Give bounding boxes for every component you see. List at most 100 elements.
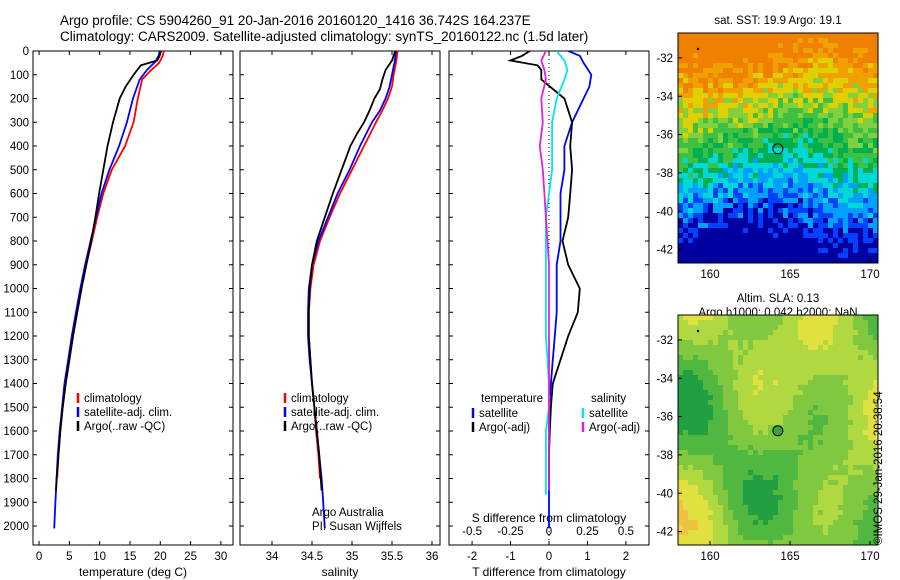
sst_map-cell <box>783 103 789 109</box>
sst_map-cell <box>753 183 759 189</box>
sst_map-cell <box>868 223 874 229</box>
sla_map-cell <box>873 360 879 366</box>
sst_map-cell <box>708 173 714 179</box>
sst_map-cell <box>793 58 799 64</box>
sla_map-cell <box>798 460 804 466</box>
sst_map-cell <box>713 183 719 189</box>
sla_map-cell <box>758 400 764 406</box>
sla_map-cell <box>758 390 764 396</box>
sla_map-cell <box>708 460 714 466</box>
sst_map-cell <box>873 53 879 59</box>
sla_map-cell <box>803 435 809 441</box>
sla_map-cell <box>868 495 874 501</box>
sst_map-cell <box>703 88 709 94</box>
sst_map-cell <box>728 108 734 114</box>
sst_map-cell <box>838 183 844 189</box>
sla_map-cell <box>868 490 874 496</box>
sst_map-cell <box>868 128 874 134</box>
sla_map-cell <box>708 515 714 521</box>
sla_map-cell <box>723 320 729 326</box>
sst_map-cell <box>688 138 694 144</box>
sst_map-cell <box>703 43 709 49</box>
sst_map-cell <box>708 143 714 149</box>
sst_map-cell <box>863 238 869 244</box>
sla_map-cell <box>678 435 684 441</box>
sst_map-cell <box>858 93 864 99</box>
sst_map-cell <box>793 93 799 99</box>
sst_map-cell <box>868 118 874 124</box>
sla_map-cell <box>693 415 699 421</box>
sst_map-cell <box>698 258 704 264</box>
sla_map-cell <box>693 485 699 491</box>
sla_map-cell <box>678 405 684 411</box>
sst_map-cell <box>678 98 684 104</box>
sst_map-cell <box>873 83 879 89</box>
sla_map-cell <box>688 370 694 376</box>
sst_map-cell <box>798 48 804 54</box>
sla_map-cell <box>823 400 829 406</box>
sst_map-cell <box>768 88 774 94</box>
sst_map-cell <box>703 193 709 199</box>
sla_map-cell <box>758 410 764 416</box>
sla_map-cell <box>728 355 734 361</box>
sst_map-cell <box>708 178 714 184</box>
sla_map-cell <box>828 320 834 326</box>
sst_map-cell <box>838 123 844 129</box>
sst_map-cell <box>693 258 699 264</box>
sla_map-cell <box>838 435 844 441</box>
sla_map-cell <box>728 500 734 506</box>
sst_map-cell <box>718 98 724 104</box>
sla_map-cell <box>848 540 854 546</box>
sst_map-cell <box>853 193 859 199</box>
sst_map-cell <box>863 203 869 209</box>
sst_map-cell <box>748 183 754 189</box>
sla_map-cell <box>803 505 809 511</box>
sla_map-cell <box>868 420 874 426</box>
sla_map-cell <box>738 485 744 491</box>
sst_map-cell <box>768 158 774 164</box>
sla_map-cell <box>803 400 809 406</box>
sla_map-cell <box>698 315 704 321</box>
sst_map-cell <box>798 248 804 254</box>
sst_map-cell <box>808 243 814 249</box>
sst_map-cell <box>773 208 779 214</box>
sst_map-cell <box>703 98 709 104</box>
sla_map-cell <box>718 480 724 486</box>
sla_map-cell <box>793 355 799 361</box>
sla_map-cell <box>758 375 764 381</box>
sst_map-cell <box>843 113 849 119</box>
sst_map-cell <box>693 48 699 54</box>
sst_map-cell <box>693 138 699 144</box>
sla_map-cell <box>863 520 869 526</box>
sst_map-cell <box>838 133 844 139</box>
sst_map-cell <box>728 248 734 254</box>
sst_map-cell <box>748 68 754 74</box>
sla_map-cell <box>733 380 739 386</box>
sst_map-cell <box>803 58 809 64</box>
sst_map-cell <box>823 118 829 124</box>
sst_map-cell <box>793 68 799 74</box>
sst_map-cell <box>778 63 784 69</box>
sla_map-cell <box>713 380 719 386</box>
sst_map-cell <box>728 118 734 124</box>
sla_map-cell <box>698 390 704 396</box>
sst_map-cell <box>863 38 869 44</box>
sst_map-cell <box>818 103 824 109</box>
sst_map-cell <box>763 188 769 194</box>
sst_map-cell <box>703 33 709 39</box>
sst_map-cell <box>678 258 684 264</box>
sst_map-cell <box>803 93 809 99</box>
sla_map-cell <box>868 315 874 321</box>
sst_map-cell <box>683 88 689 94</box>
sst_map-cell <box>808 228 814 234</box>
sst_map-cell <box>773 103 779 109</box>
sla_map-cell <box>753 355 759 361</box>
sst_map-cell <box>853 138 859 144</box>
sst_map-cell <box>733 168 739 174</box>
sla_map-cell <box>773 330 779 336</box>
sla_map-cell <box>698 445 704 451</box>
sst_map-cell <box>778 208 784 214</box>
sla_map-cell <box>828 405 834 411</box>
sst_map-cell <box>688 128 694 134</box>
